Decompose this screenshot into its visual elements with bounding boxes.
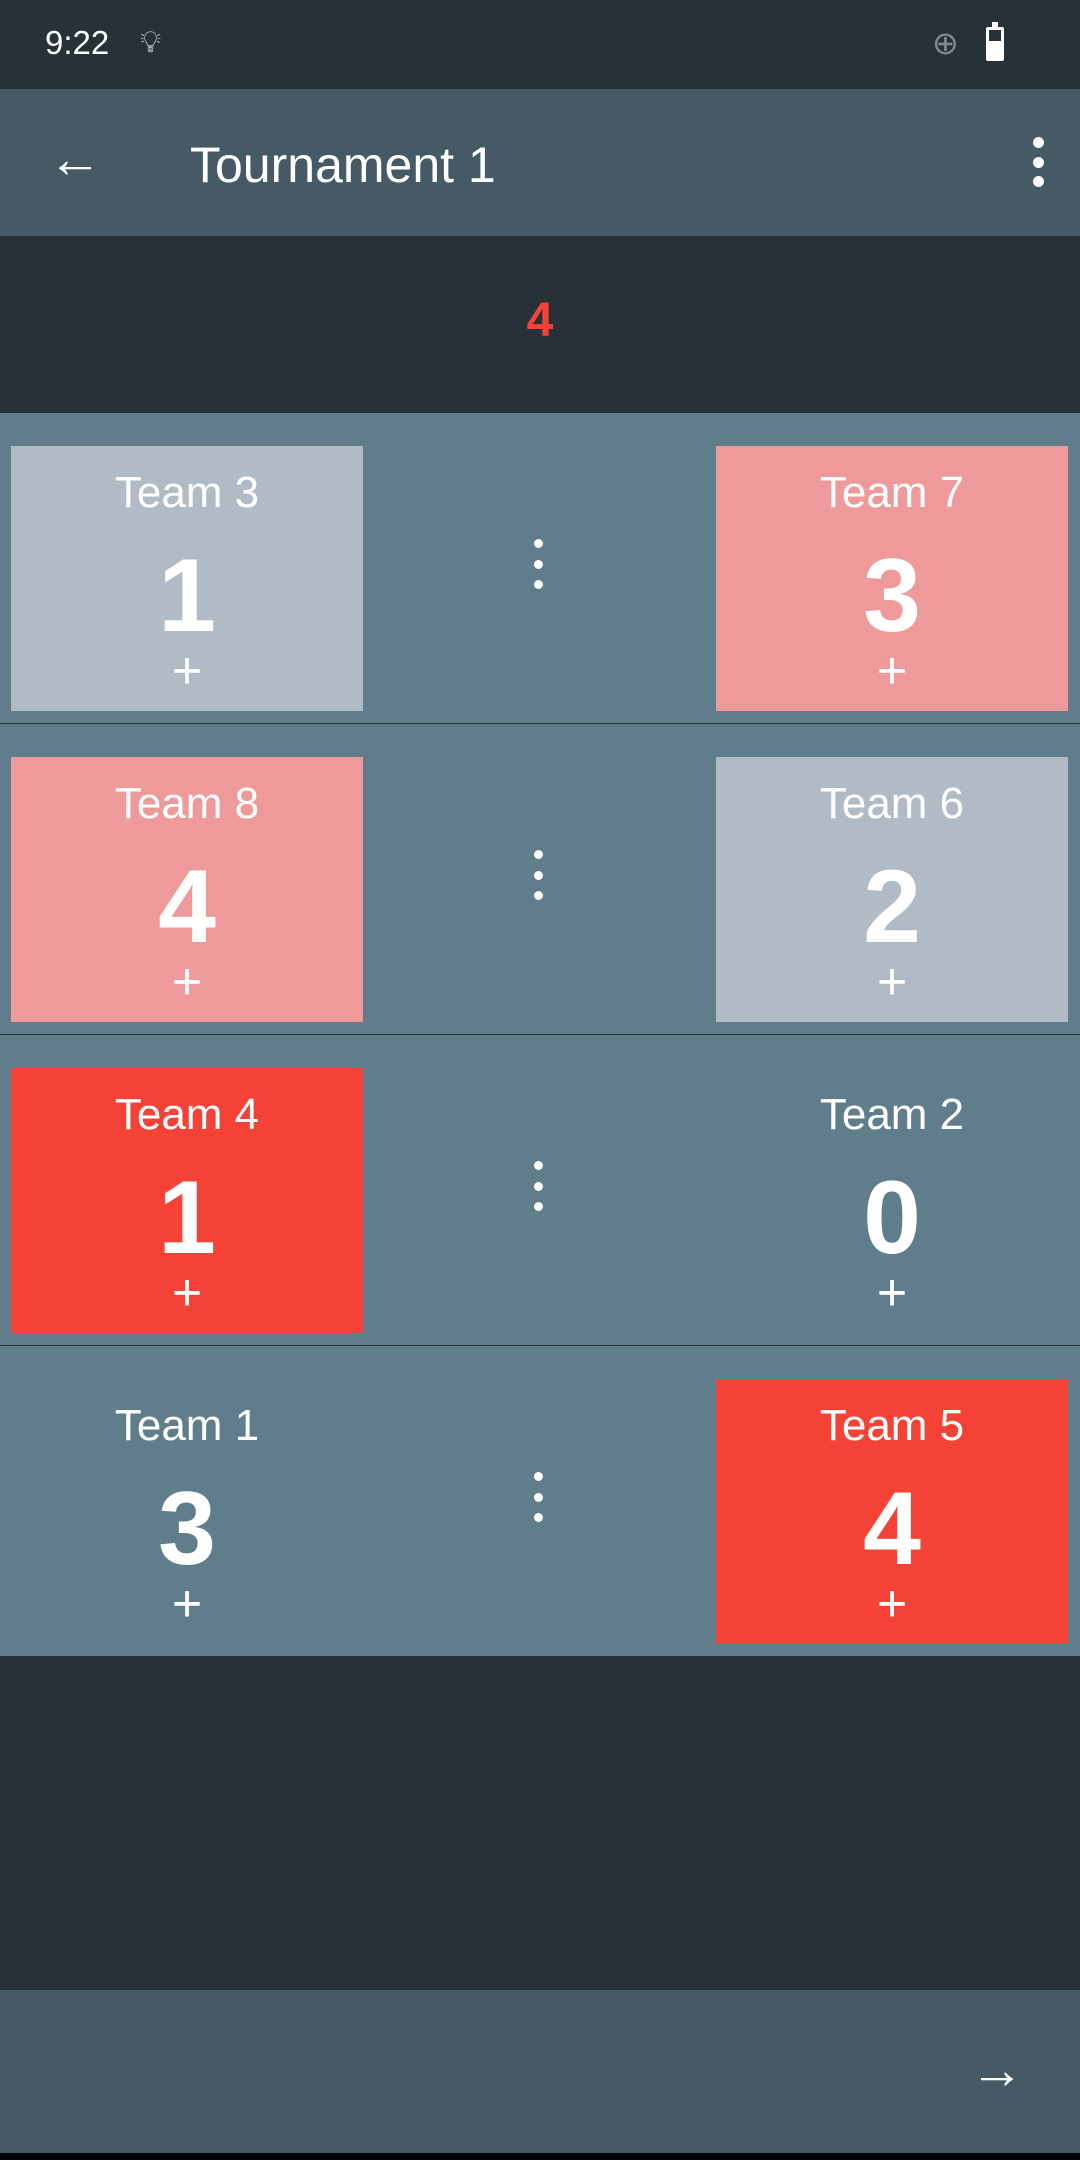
away-team-card[interactable]: Team 2 0 +: [716, 1068, 1068, 1333]
team-score: 1: [158, 538, 216, 654]
battery-icon: [986, 22, 1004, 61]
match-menu-icon[interactable]: [532, 1161, 544, 1211]
team-name: Team 5: [819, 1401, 965, 1450]
team-score: 3: [158, 1471, 216, 1587]
plus-icon[interactable]: +: [876, 642, 908, 700]
team-score: 4: [158, 849, 216, 965]
lightbulb-icon: 💡︎: [140, 26, 161, 59]
plus-icon[interactable]: +: [876, 1264, 908, 1322]
match-row: Team 3 1 + Team 7 3 +: [0, 413, 1080, 724]
team-name: Team 1: [114, 1401, 260, 1450]
home-team-card[interactable]: Team 4 1 +: [11, 1068, 363, 1333]
plus-icon[interactable]: +: [171, 953, 203, 1011]
home-team-card[interactable]: Team 3 1 +: [11, 446, 363, 711]
globe-unknown-icon: ⊕: [932, 25, 959, 61]
match-menu-icon[interactable]: [532, 539, 544, 589]
status-time: 9:22: [45, 24, 110, 61]
team-score: 0: [863, 1160, 921, 1276]
away-team-card[interactable]: Team 5 4 +: [716, 1379, 1068, 1644]
team-name: Team 3: [114, 468, 260, 517]
home-team-card[interactable]: Team 1 3 +: [11, 1379, 363, 1644]
team-name: Team 7: [819, 468, 965, 517]
team-score: 3: [863, 538, 921, 654]
match-row: Team 4 1 + Team 2 0 +: [0, 1035, 1080, 1346]
away-team-card[interactable]: Team 6 2 +: [716, 757, 1068, 1022]
match-list: Team 3 1 + Team 7 3 + Team 8 4 + Team 6 2 +…: [0, 413, 1080, 1657]
team-name: Team 2: [819, 1090, 965, 1139]
team-name: Team 8: [114, 779, 260, 828]
page-title: Tournament 1: [190, 137, 496, 193]
team-name: Team 4: [114, 1090, 260, 1139]
navigation-bar: [0, 2153, 1080, 2160]
arrow-left-icon[interactable]: ←: [48, 129, 102, 189]
plus-icon[interactable]: +: [171, 642, 203, 700]
arrow-right-icon[interactable]: →: [970, 2040, 1024, 2100]
more-vert-icon[interactable]: [1026, 129, 1050, 195]
app-bar: ← Tournament 1: [0, 89, 1080, 236]
plus-icon[interactable]: +: [876, 1575, 908, 1633]
status-bar: 9:22 💡︎ ⊕: [0, 0, 1080, 89]
plus-icon[interactable]: +: [171, 1575, 203, 1633]
match-menu-icon[interactable]: [532, 850, 544, 900]
team-score: 2: [863, 849, 921, 965]
plus-icon[interactable]: +: [171, 1264, 203, 1322]
team-score: 4: [863, 1471, 921, 1587]
team-name: Team 6: [819, 779, 965, 828]
match-menu-icon[interactable]: [532, 1472, 544, 1522]
bottom-bar: →: [0, 1990, 1080, 2153]
match-row: Team 8 4 + Team 6 2 +: [0, 724, 1080, 1035]
home-team-card[interactable]: Team 8 4 +: [11, 757, 363, 1022]
match-row: Team 1 3 + Team 5 4 +: [0, 1346, 1080, 1657]
round-number: 4: [526, 294, 554, 347]
plus-icon[interactable]: +: [876, 953, 908, 1011]
team-score: 1: [158, 1160, 216, 1276]
away-team-card[interactable]: Team 7 3 +: [716, 446, 1068, 711]
